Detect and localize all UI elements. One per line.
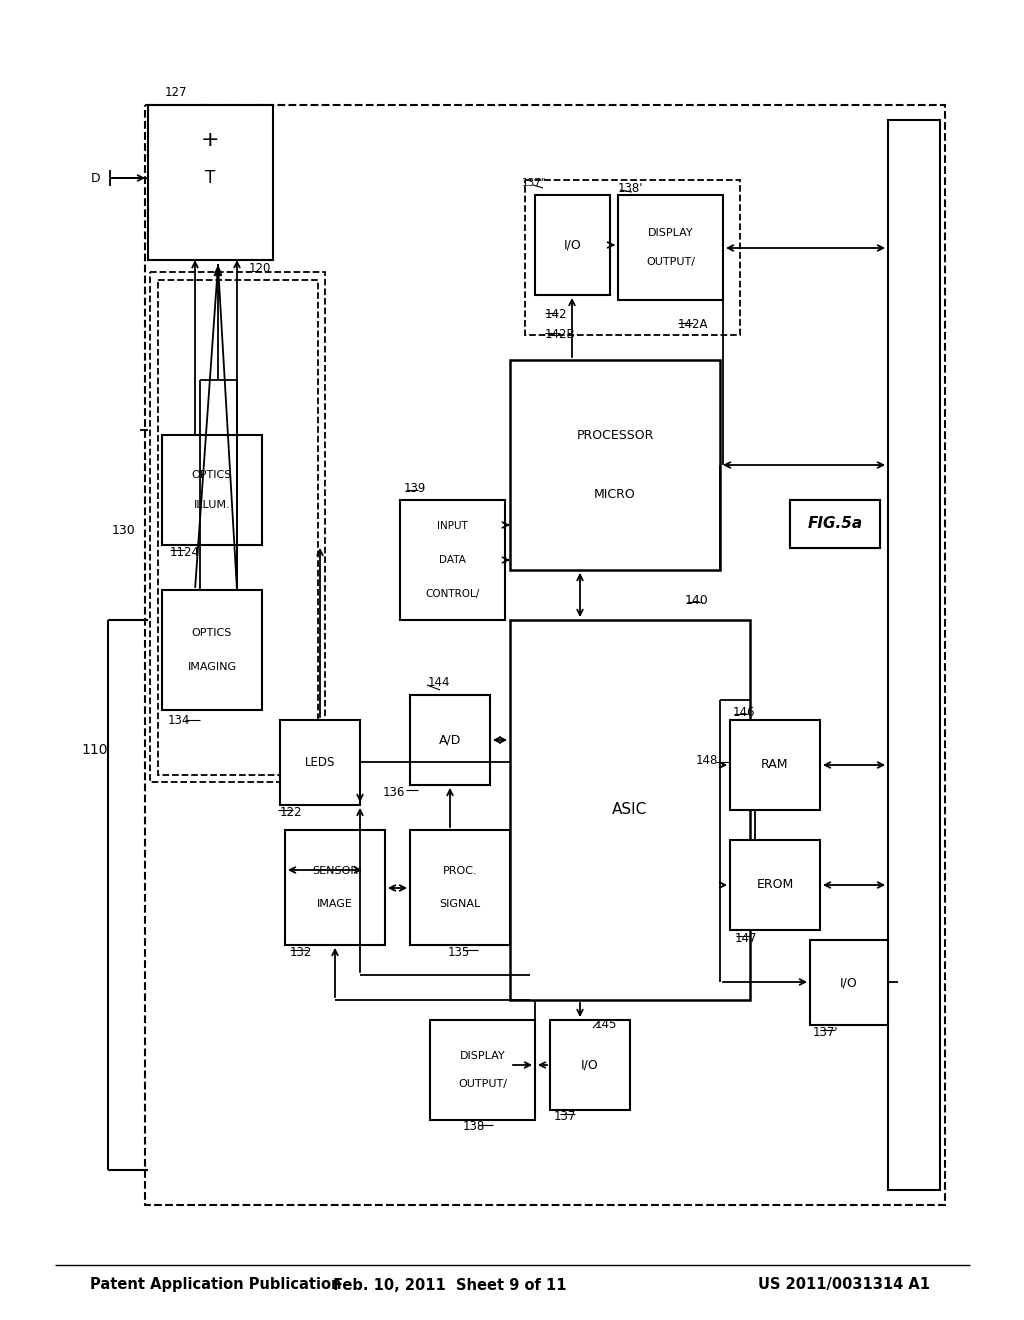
Text: 142: 142 [545,309,567,322]
Text: CONTROL/: CONTROL/ [425,589,479,598]
Text: 132: 132 [290,945,312,958]
Bar [162,590,262,710]
Text: OUTPUT/: OUTPUT/ [458,1078,507,1089]
Bar [888,120,940,1191]
Text: FIG.5a: FIG.5a [808,516,862,532]
Text: US 2011/0031314 A1: US 2011/0031314 A1 [758,1278,930,1292]
Text: I/O: I/O [840,975,858,989]
Text: DISPLAY: DISPLAY [460,1051,505,1061]
Text: 137: 137 [554,1110,577,1122]
Text: I/O: I/O [563,239,582,252]
Bar [550,1020,630,1110]
Text: 146: 146 [733,705,756,718]
Text: SENSOR: SENSOR [312,866,358,876]
Text: 142B: 142B [545,329,575,342]
Bar [148,106,273,260]
Bar [280,719,360,805]
Text: DISPLAY: DISPLAY [648,228,693,238]
Bar [410,830,510,945]
Text: 137': 137' [812,1026,838,1039]
Text: 120: 120 [249,261,271,275]
Text: 140: 140 [685,594,709,606]
Text: EROM: EROM [757,879,794,891]
Text: 138': 138' [618,181,643,194]
Text: DATA: DATA [439,554,466,565]
Bar [510,360,720,570]
Text: 148: 148 [695,754,718,767]
Bar [510,620,750,1001]
Bar [430,1020,535,1119]
Bar [150,272,325,781]
Text: 135: 135 [447,945,470,958]
Text: MICRO: MICRO [594,488,636,500]
Text: IMAGE: IMAGE [317,899,353,908]
Text: LEDS: LEDS [305,756,335,770]
Bar [790,500,880,548]
Text: Patent Application Publication: Patent Application Publication [90,1278,341,1292]
Text: 122: 122 [280,805,302,818]
Text: PROCESSOR: PROCESSOR [577,429,653,442]
Bar [410,696,490,785]
Text: 142A: 142A [678,318,709,331]
Bar [730,719,820,810]
Bar [535,195,610,294]
Bar [810,940,888,1026]
Text: OUTPUT/: OUTPUT/ [646,257,695,267]
Text: INPUT: INPUT [437,521,468,532]
Text: 139: 139 [404,482,426,495]
Text: 1124: 1124 [170,545,200,558]
Bar [730,840,820,931]
Text: 144: 144 [428,676,451,689]
Text: T: T [205,169,215,187]
Text: 138: 138 [463,1121,485,1134]
Text: 147: 147 [735,932,758,945]
Text: PROC.: PROC. [442,866,477,876]
Bar [145,106,945,1205]
Bar [285,830,385,945]
Text: 137": 137" [522,178,547,187]
Text: 134: 134 [168,714,190,726]
Text: IMAGING: IMAGING [187,661,237,672]
Text: OPTICS: OPTICS [191,628,232,638]
Text: 127: 127 [165,87,187,99]
Bar [618,195,723,300]
Bar [400,500,505,620]
Text: D: D [90,172,100,185]
Text: ILLUM.: ILLUM. [194,500,230,511]
Text: RAM: RAM [761,759,788,771]
Bar [525,180,740,335]
Text: OPTICS: OPTICS [191,470,232,479]
Text: 130: 130 [112,524,135,536]
Bar [158,280,318,775]
Text: 145: 145 [595,1019,617,1031]
Text: SIGNAL: SIGNAL [439,899,480,908]
Bar [790,500,880,548]
Text: +: + [201,129,219,150]
Bar [162,436,262,545]
Text: 136: 136 [383,785,406,799]
Text: ASIC: ASIC [612,803,647,817]
Text: A/D: A/D [439,734,461,747]
Text: I/O: I/O [582,1059,599,1072]
Text: 110: 110 [82,743,109,756]
Text: Feb. 10, 2011  Sheet 9 of 11: Feb. 10, 2011 Sheet 9 of 11 [333,1278,566,1292]
